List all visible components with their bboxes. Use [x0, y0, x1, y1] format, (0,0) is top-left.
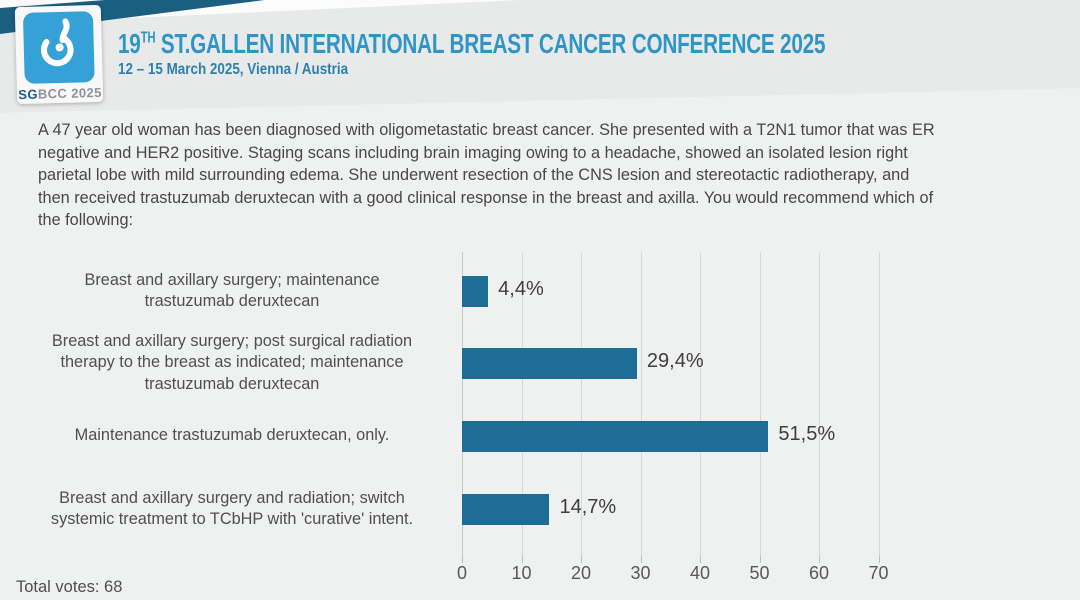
sgbcc-breast-icon — [29, 15, 89, 79]
chart-value-label: 4,4% — [498, 278, 544, 300]
chart-axis-tick-label: 40 — [689, 563, 711, 583]
chart-axis-tick-label: 30 — [630, 563, 651, 583]
chart-bar — [462, 275, 489, 307]
chart-value-label: 51,5% — [778, 423, 836, 445]
logo-caption-sg: SG — [18, 86, 39, 103]
chart-axis-tick-label: 20 — [570, 563, 592, 583]
chart-axis-tick — [878, 556, 880, 563]
chart-axis-tick — [521, 556, 523, 563]
logo-caption: SGBCC 2025 — [18, 85, 102, 102]
conference-title: 19TH ST.GALLEN INTERNATIONAL BREAST CANC… — [118, 28, 826, 60]
chart-value-label: 14,7% — [559, 496, 617, 518]
chart-value-label: 29,4% — [646, 350, 704, 372]
chart-gridline — [462, 252, 463, 557]
chart-axis-tick — [819, 556, 820, 563]
chart-axis-tick-label: 50 — [749, 563, 770, 583]
chart-category-label: Breast and axillary surgery; post surgic… — [51, 331, 413, 393]
chart-axis-tick-label: 70 — [868, 563, 889, 583]
chart-bar — [462, 347, 637, 379]
chart-gridline — [581, 252, 582, 557]
chart-axis-tick-label: 0 — [456, 563, 467, 583]
chart-gridline — [640, 252, 642, 557]
chart-axis-tick-label: 10 — [511, 563, 532, 583]
chart-bar — [462, 420, 769, 452]
chart-gridline — [700, 252, 701, 557]
logo-square — [22, 11, 95, 84]
chart-axis-tick — [462, 556, 463, 563]
total-votes: Total votes: 68 — [16, 578, 123, 596]
chart-gridline — [878, 252, 880, 557]
chart-axis-tick — [759, 556, 761, 563]
chart-gridline — [759, 252, 761, 557]
chart-axis-tick — [700, 556, 701, 563]
chart-axis-tick-label: 60 — [808, 563, 830, 583]
chart-category-label: Maintenance trastuzumab deruxtecan, only… — [74, 426, 390, 445]
conference-dates: 12 – 15 March 2025, Vienna / Austria — [118, 61, 349, 78]
title-text: ST.GALLEN INTERNATIONAL BREAST CANCER CO… — [155, 28, 826, 59]
chart-gridline — [521, 252, 523, 557]
chart-bar — [462, 493, 550, 525]
chart-axis-tick — [581, 556, 582, 563]
chart-category-label: Breast and axillary surgery and radiatio… — [50, 488, 414, 529]
case-description: A 47 year old woman has been diagnosed w… — [38, 121, 935, 230]
chart-category-label: Breast and axillary surgery; maintenance… — [84, 270, 380, 311]
sgbcc-logo: SGBCC 2025 — [14, 4, 104, 105]
logo-caption-bcc: BCC 2025 — [37, 84, 102, 102]
chart-axis-tick — [640, 556, 642, 563]
title-number: 19 — [118, 28, 141, 59]
chart-gridline — [819, 252, 820, 557]
title-ordinal: TH — [140, 29, 156, 47]
